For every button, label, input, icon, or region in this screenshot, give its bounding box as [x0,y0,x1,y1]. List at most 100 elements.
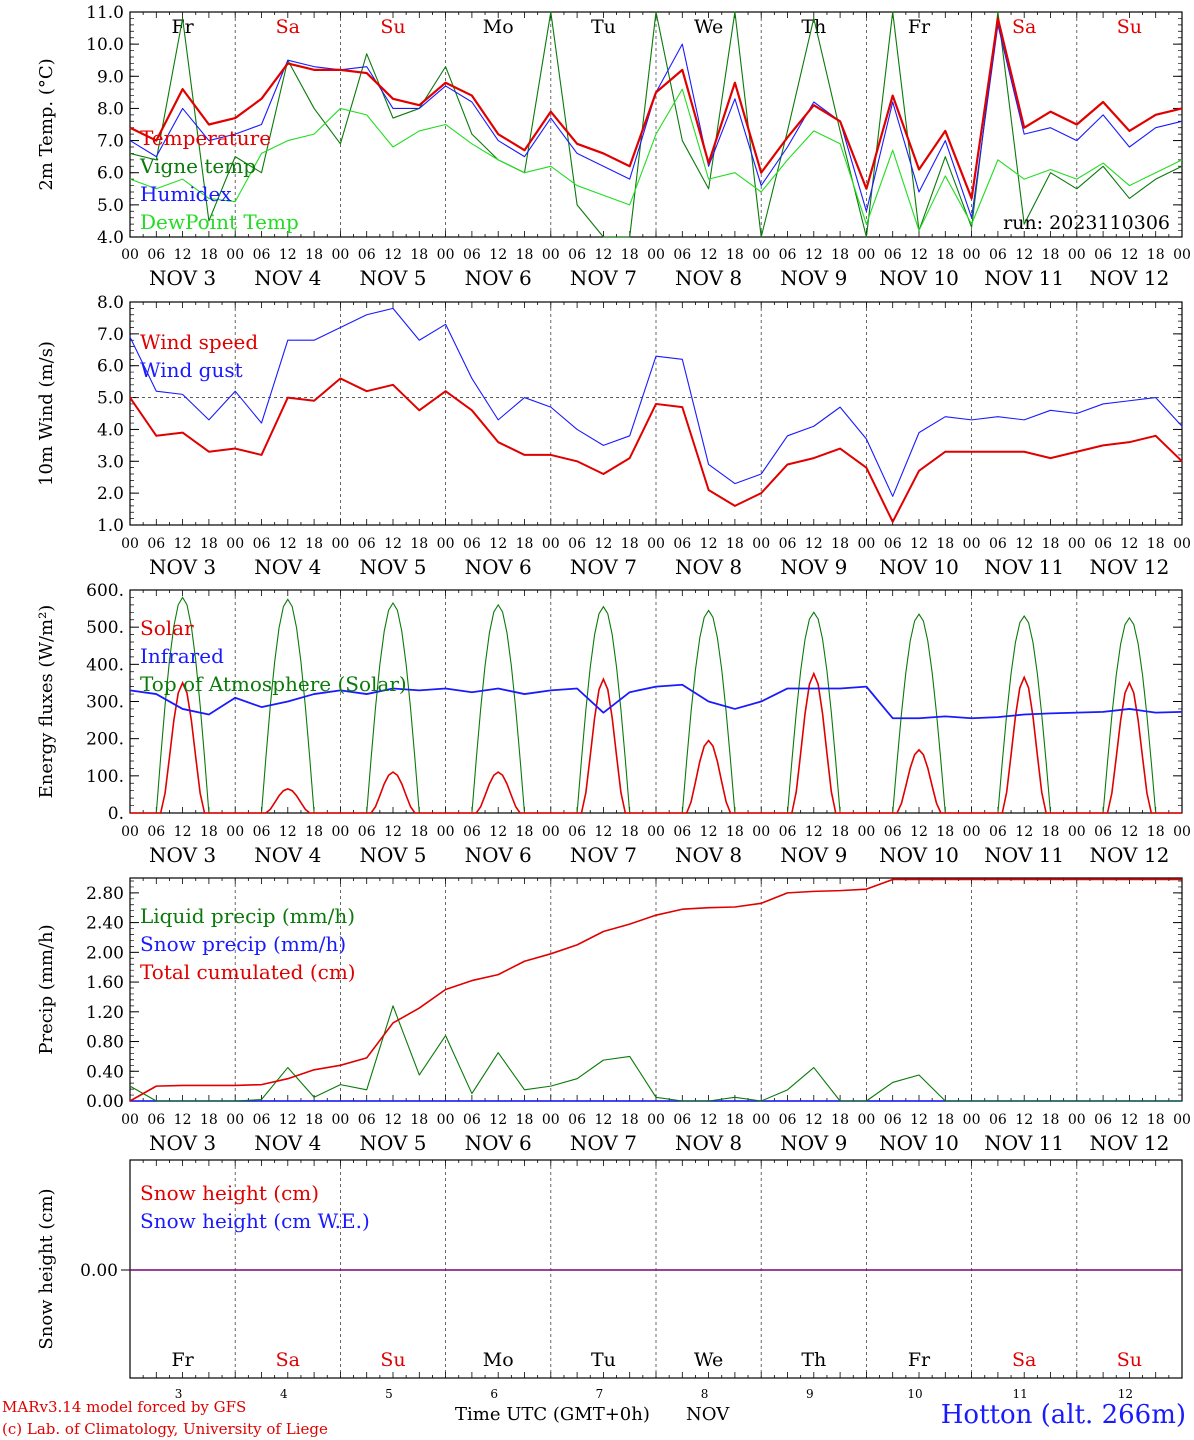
hour-tick-label: 18 [410,824,428,840]
hour-tick-label: 12 [279,247,297,263]
hour-tick-label: 00 [437,247,455,263]
weekday-label: Fr [908,1349,931,1371]
hour-tick-label: 12 [700,536,718,552]
legend-entry: Top of Atmosphere (Solar) [140,672,407,696]
y-minor-ticks [130,301,1182,526]
y-tick-label: 100. [86,767,124,787]
run-label: run: 2023110306 [1003,212,1170,234]
hour-tick-label: 18 [516,536,534,552]
weekday-label: Mo [483,1349,514,1371]
y-tick-label: 6.0 [97,164,124,184]
series-line-toa-solar [445,603,551,814]
hour-tick-label: 12 [1120,1112,1138,1128]
series-line-toa-solar [1076,616,1182,814]
hour-tick-label: 00 [331,824,349,840]
weekday-label: Fr [171,16,194,38]
hour-tick-label: 18 [305,1112,323,1128]
hour-tick-label: 00 [963,824,981,840]
hour-tick-label: 06 [779,247,797,263]
weekday-label: We [694,16,723,38]
day-label: NOV 10 [879,1131,959,1155]
day-label: NOV 5 [359,1131,426,1155]
y-tick-label: 10.0 [86,35,124,55]
hour-tick-label: 12 [174,536,192,552]
y-tick-label: 7.0 [97,325,124,345]
y-tick-label: 4.0 [97,228,124,248]
y-axis-label: Energy fluxes (W/m²) [36,605,57,799]
day-label: NOV 9 [780,843,847,867]
hour-tick-label: 06 [568,1112,586,1128]
hour-tick-label: 06 [253,536,271,552]
hour-tick-label: 12 [384,536,402,552]
day-label: NOV 11 [984,843,1064,867]
hour-tick-label: 00 [963,1112,981,1128]
day-number-label: 12 [1118,1387,1133,1401]
y-axis-label: 10m Wind (m/s) [36,341,57,486]
day-label: NOV 5 [359,843,426,867]
hour-tick-label: 12 [1120,824,1138,840]
hour-tick-label: 12 [489,824,507,840]
day-label: NOV 6 [465,555,532,579]
day-label: NOV 5 [359,555,426,579]
hour-tick-label: 06 [1094,536,1112,552]
series-line-solar [866,748,972,814]
day-label: NOV 8 [675,555,742,579]
y-axis-label: Snow height (cm) [36,1188,57,1349]
hour-tick-label: 06 [568,536,586,552]
legend-entry: Humidex [140,182,232,206]
hour-tick-label: 06 [147,536,165,552]
hour-tick-label: 00 [542,824,560,840]
hour-tick-label: 00 [1068,824,1086,840]
hour-tick-label: 06 [673,1112,691,1128]
weekday-label: We [694,1349,723,1371]
hour-tick-label: 00 [121,247,139,263]
hour-tick-label: 18 [726,824,744,840]
legend-entry: Solar [140,616,194,640]
day-label: NOV 11 [984,266,1064,290]
y-tick-label: 2.00 [86,943,124,963]
day-label: NOV 6 [465,266,532,290]
hour-tick-label: 18 [936,1112,954,1128]
series-line-solar [235,787,341,814]
hour-tick-label: 06 [358,536,376,552]
hour-tick-label: 00 [437,536,455,552]
hour-tick-label: 06 [673,247,691,263]
y-tick-label: 2.40 [86,914,124,934]
hour-tick-label: 06 [463,1112,481,1128]
series-line-solar [130,680,236,814]
y-tick-label: 0.80 [86,1033,124,1053]
hour-tick-label: 06 [1094,824,1112,840]
series-line-toa-solar [550,605,656,814]
legend-entry: Total cumulated (cm) [140,960,356,984]
month-label: NOV [686,1404,730,1425]
day-label: NOV 9 [780,555,847,579]
y-tick-label: 1.60 [86,973,124,993]
hour-tick-label: 00 [226,247,244,263]
series-line-toa-solar [656,609,762,814]
y-tick-label: 11.0 [86,3,124,23]
series-line-toa-solar [761,611,867,814]
day-label: NOV 3 [149,555,216,579]
weekday-label: Sa [1012,1349,1036,1371]
day-number-label: 7 [596,1387,604,1401]
weekday-label: Mo [483,16,514,38]
series-line-wind-gust [129,307,1183,497]
series-line-toa-solar [866,613,972,814]
day-label: NOV 10 [879,843,959,867]
hour-tick-label: 00 [1173,1112,1191,1128]
time-ticks [129,302,1183,525]
day-number-label: 5 [385,1387,393,1401]
series-line-total-cumulated [129,878,1182,1102]
hour-tick-label: 12 [805,1112,823,1128]
y-tick-label: 2.80 [86,884,124,904]
hour-tick-label: 06 [253,1112,271,1128]
day-number-label: 4 [280,1387,288,1401]
hour-tick-label: 18 [726,536,744,552]
day-number-label: 9 [806,1387,814,1401]
hour-tick-label: 18 [621,1112,639,1128]
series-line-solar [550,677,656,814]
hour-tick-label: 06 [358,1112,376,1128]
hour-tick-label: 00 [542,247,560,263]
weekday-label: Su [1117,16,1142,38]
hour-tick-label: 12 [174,247,192,263]
